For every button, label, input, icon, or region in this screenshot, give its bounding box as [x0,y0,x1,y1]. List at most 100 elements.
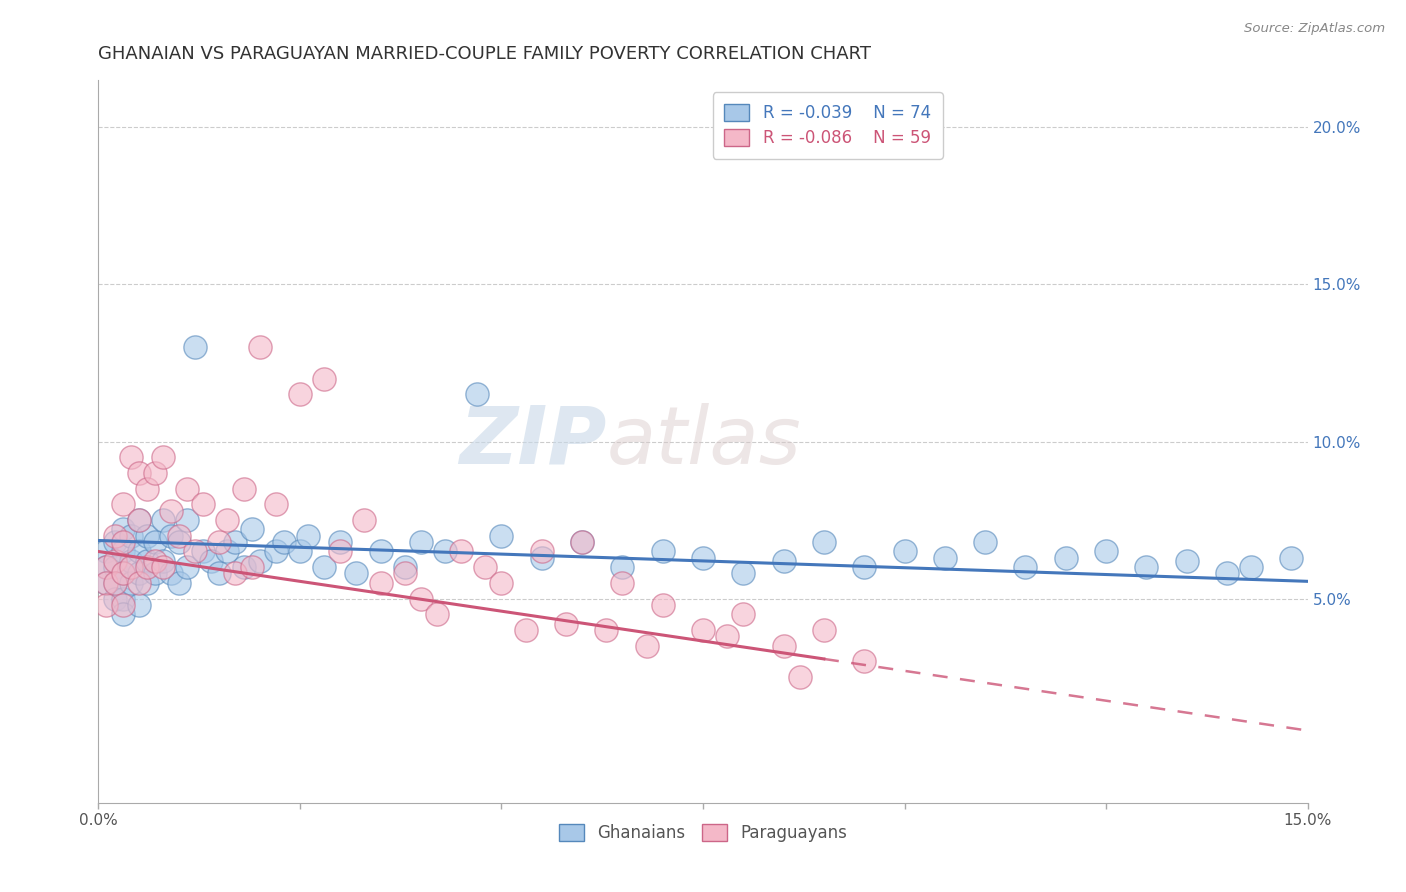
Point [772,554,794,568]
Point [1095,544,1118,558]
Point [288,544,311,558]
Point [716,629,738,643]
Point [200,554,222,568]
Point [143,466,166,480]
Point [636,639,658,653]
Point [111,523,134,537]
Point [120,575,142,590]
Point [434,544,457,558]
Point [143,554,166,568]
Point [111,566,134,581]
Point [128,575,150,590]
Point [128,566,150,581]
Point [160,529,183,543]
Point [297,529,319,543]
Point [160,503,183,517]
Point [128,513,150,527]
Point [344,566,367,581]
Point [1216,566,1239,581]
Point [176,513,198,527]
Point [135,529,157,543]
Point [530,544,553,558]
Point [240,523,263,537]
Point [974,535,997,549]
Text: ZIP: ZIP [458,402,606,481]
Point [152,560,174,574]
Point [217,513,239,527]
Point [314,560,336,574]
Text: atlas: atlas [606,402,801,481]
Point [96,598,118,612]
Point [1054,550,1077,565]
Point [111,598,134,612]
Point [651,598,673,612]
Point [111,544,134,558]
Point [232,560,254,574]
Point [394,560,416,574]
Point [208,535,231,549]
Point [249,340,271,354]
Point [103,560,125,574]
Point [128,598,150,612]
Point [789,670,811,684]
Point [167,529,190,543]
Point [733,566,755,581]
Point [1281,550,1303,565]
Point [612,560,634,574]
Point [135,554,157,568]
Point [232,482,254,496]
Point [813,535,835,549]
Point [120,450,142,465]
Point [96,575,118,590]
Point [96,560,118,574]
Point [224,535,246,549]
Point [111,607,134,622]
Point [160,566,183,581]
Point [465,387,488,401]
Point [813,623,835,637]
Point [474,560,496,574]
Point [128,513,150,527]
Point [103,575,125,590]
Point [772,639,794,653]
Point [370,544,392,558]
Point [120,560,142,574]
Point [176,482,198,496]
Point [111,535,134,549]
Point [152,513,174,527]
Point [217,544,239,558]
Point [167,575,190,590]
Point [143,566,166,581]
Point [1135,560,1157,574]
Point [1175,554,1198,568]
Point [853,655,876,669]
Point [224,566,246,581]
Point [103,535,125,549]
Point [176,560,198,574]
Point [571,535,593,549]
Point [103,529,125,543]
Point [193,544,215,558]
Point [733,607,755,622]
Point [394,566,416,581]
Point [111,497,134,511]
Point [96,544,118,558]
Point [853,560,876,574]
Point [288,387,311,401]
Point [152,450,174,465]
Point [128,466,150,480]
Point [651,544,673,558]
Point [103,591,125,606]
Point [1014,560,1036,574]
Point [409,591,432,606]
Point [893,544,915,558]
Point [450,544,472,558]
Point [103,554,125,568]
Point [264,497,287,511]
Point [491,575,513,590]
Point [111,566,134,581]
Point [96,560,118,574]
Point [329,544,352,558]
Point [128,544,150,558]
Point [152,554,174,568]
